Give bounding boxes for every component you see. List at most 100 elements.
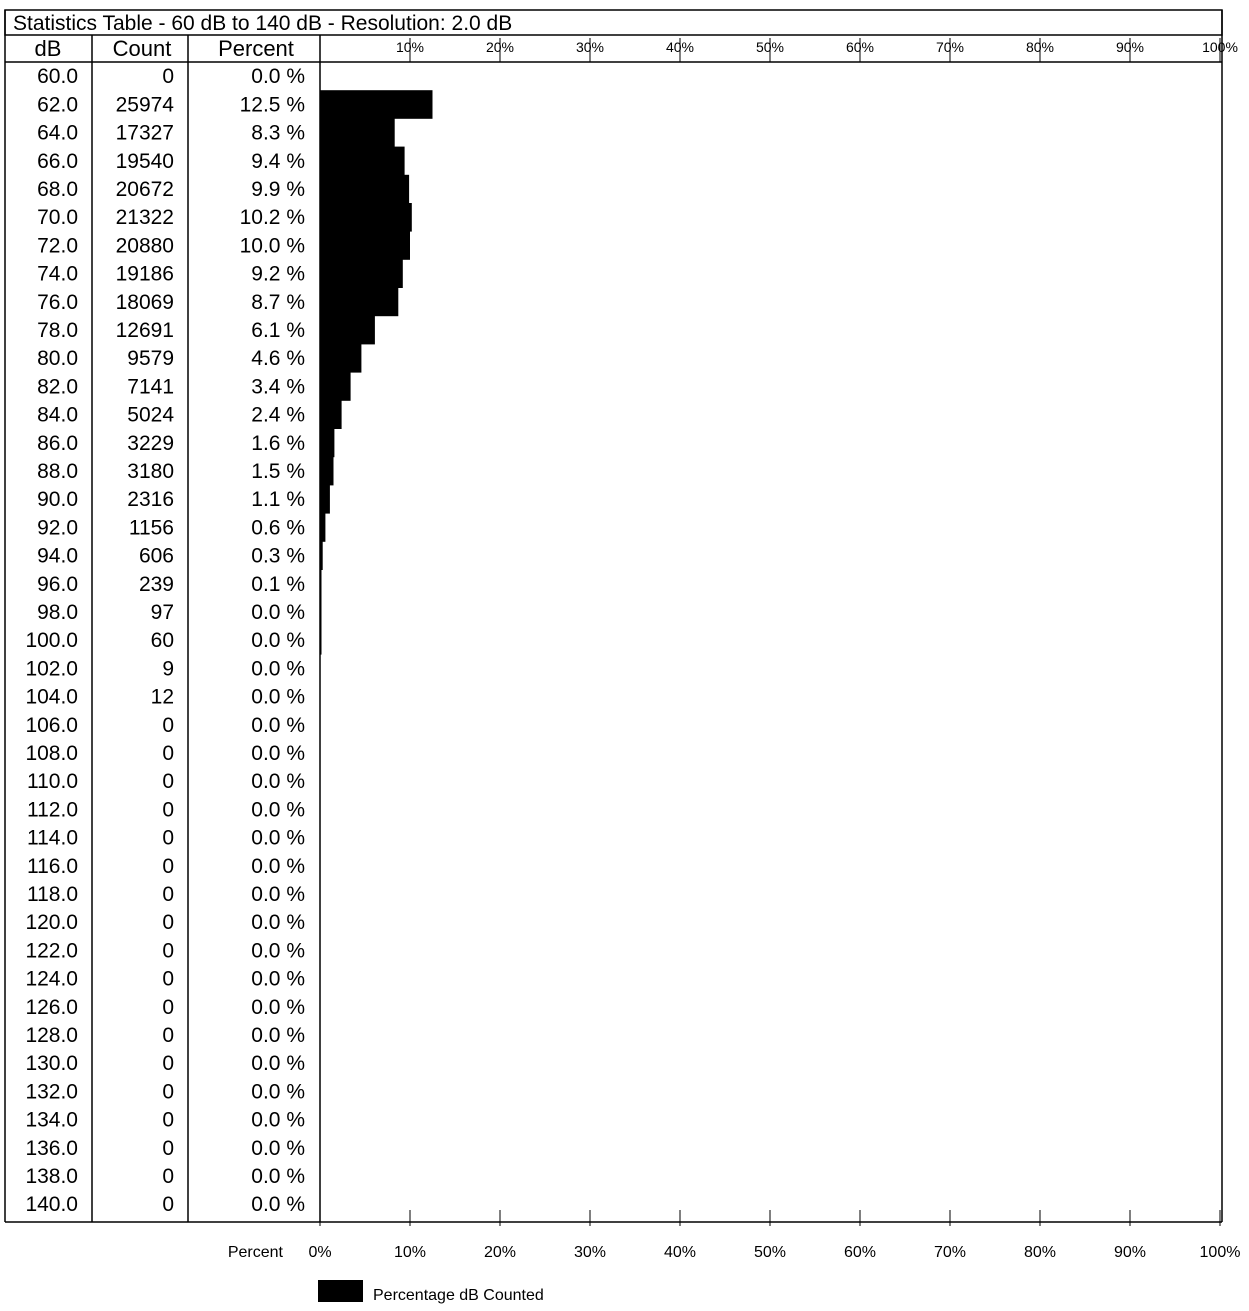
- db-cell: 122.0: [25, 939, 78, 962]
- top-tick-label: 100%: [1202, 39, 1238, 55]
- db-cell: 92.0: [37, 516, 78, 539]
- count-cell: 20880: [116, 234, 174, 257]
- percent-cell: 0.0 %: [251, 883, 305, 906]
- percent-cell: 0.0 %: [251, 939, 305, 962]
- bottom-tick-label: 60%: [844, 1244, 876, 1261]
- count-cell: 12691: [116, 319, 174, 342]
- percent-cell: 0.0 %: [251, 911, 305, 934]
- count-cell: 0: [162, 1080, 174, 1103]
- bottom-tick-label: 90%: [1114, 1244, 1146, 1261]
- count-cell: 5024: [127, 404, 174, 427]
- db-cell: 64.0: [37, 122, 78, 145]
- count-cell: 19186: [116, 263, 174, 286]
- count-cell: 0: [162, 742, 174, 765]
- db-cell: 84.0: [37, 404, 78, 427]
- bottom-tick-label: 40%: [664, 1244, 696, 1261]
- db-cell: 102.0: [25, 657, 78, 680]
- count-cell: 97: [151, 601, 174, 624]
- bar: [320, 597, 322, 627]
- count-cell: 0: [162, 855, 174, 878]
- percent-cell: 8.3 %: [251, 122, 305, 145]
- top-tick-label: 40%: [666, 39, 694, 55]
- count-cell: 0: [162, 911, 174, 934]
- percent-cell: 0.0 %: [251, 686, 305, 709]
- top-tick-label: 70%: [936, 39, 964, 55]
- percent-cell: 0.0 %: [251, 1193, 305, 1216]
- count-cell: 606: [139, 545, 174, 568]
- bar: [320, 428, 335, 458]
- bar: [320, 174, 410, 204]
- count-cell: 3229: [127, 432, 174, 455]
- db-cell: 86.0: [37, 432, 78, 455]
- bottom-tick-label: 20%: [484, 1244, 516, 1261]
- db-cell: 140.0: [25, 1193, 78, 1216]
- db-cell: 124.0: [25, 968, 78, 991]
- count-cell: 1156: [129, 516, 174, 539]
- bottom-tick-label: 30%: [574, 1244, 606, 1261]
- percent-cell: 0.0 %: [251, 601, 305, 624]
- percent-cell: 10.0 %: [240, 234, 305, 257]
- db-cell: 130.0: [25, 1052, 78, 1075]
- legend-label: Percentage dB Counted: [373, 1287, 544, 1304]
- count-cell: 19540: [116, 150, 174, 173]
- percent-cell: 1.6 %: [251, 432, 305, 455]
- db-cell: 82.0: [37, 375, 78, 398]
- db-cell: 90.0: [37, 488, 78, 511]
- db-cell: 70.0: [37, 206, 78, 229]
- bar: [320, 372, 351, 401]
- count-cell: 17327: [116, 122, 174, 145]
- bar: [320, 513, 326, 542]
- percent-cell: 0.0 %: [251, 968, 305, 991]
- db-cell: 106.0: [25, 714, 78, 737]
- count-cell: 0: [162, 1137, 174, 1160]
- percent-cell: 1.5 %: [251, 460, 305, 483]
- bar: [320, 456, 334, 486]
- count-cell: 0: [162, 968, 174, 991]
- bar: [320, 90, 433, 119]
- top-tick-label: 10%: [396, 39, 424, 55]
- db-cell: 110.0: [27, 770, 78, 793]
- percent-cell: 0.0 %: [251, 770, 305, 793]
- percent-cell: 0.0 %: [251, 742, 305, 765]
- db-cell: 126.0: [25, 996, 78, 1019]
- percent-cell: 0.1 %: [251, 573, 305, 596]
- bar: [320, 287, 399, 317]
- header-db: dB: [35, 36, 62, 61]
- x-axis-label: Percent: [228, 1244, 284, 1261]
- percent-cell: 0.0 %: [251, 1052, 305, 1075]
- percent-cell: 0.0 %: [251, 855, 305, 878]
- count-cell: 0: [162, 1024, 174, 1047]
- percent-cell: 0.6 %: [251, 516, 305, 539]
- count-cell: 0: [162, 939, 174, 962]
- db-cell: 128.0: [25, 1024, 78, 1047]
- percent-cell: 12.5 %: [240, 93, 305, 116]
- bottom-tick-label: 0%: [308, 1244, 331, 1261]
- count-cell: 0: [162, 65, 174, 88]
- db-cell: 66.0: [37, 150, 78, 173]
- db-cell: 132.0: [25, 1080, 78, 1103]
- top-tick-label: 60%: [846, 39, 874, 55]
- top-tick-label: 80%: [1026, 39, 1054, 55]
- db-cell: 120.0: [25, 911, 78, 934]
- count-cell: 25974: [116, 93, 175, 116]
- db-cell: 108.0: [25, 742, 78, 765]
- percent-cell: 2.4 %: [251, 404, 305, 427]
- db-cell: 138.0: [25, 1165, 78, 1188]
- count-cell: 12: [151, 686, 174, 709]
- table-title: Statistics Table - 60 dB to 140 dB - Res…: [13, 12, 512, 35]
- db-cell: 114.0: [27, 827, 78, 850]
- bar: [320, 231, 410, 260]
- legend-swatch: [318, 1280, 363, 1302]
- count-cell: 0: [162, 1165, 174, 1188]
- bottom-tick-label: 100%: [1200, 1244, 1241, 1261]
- db-cell: 76.0: [37, 291, 78, 314]
- bar: [320, 626, 322, 655]
- db-cell: 134.0: [25, 1109, 78, 1132]
- percent-cell: 10.2 %: [240, 206, 305, 229]
- bar: [320, 146, 405, 176]
- count-cell: 0: [162, 714, 174, 737]
- count-cell: 0: [162, 883, 174, 906]
- db-cell: 62.0: [37, 93, 78, 116]
- db-cell: 98.0: [37, 601, 78, 624]
